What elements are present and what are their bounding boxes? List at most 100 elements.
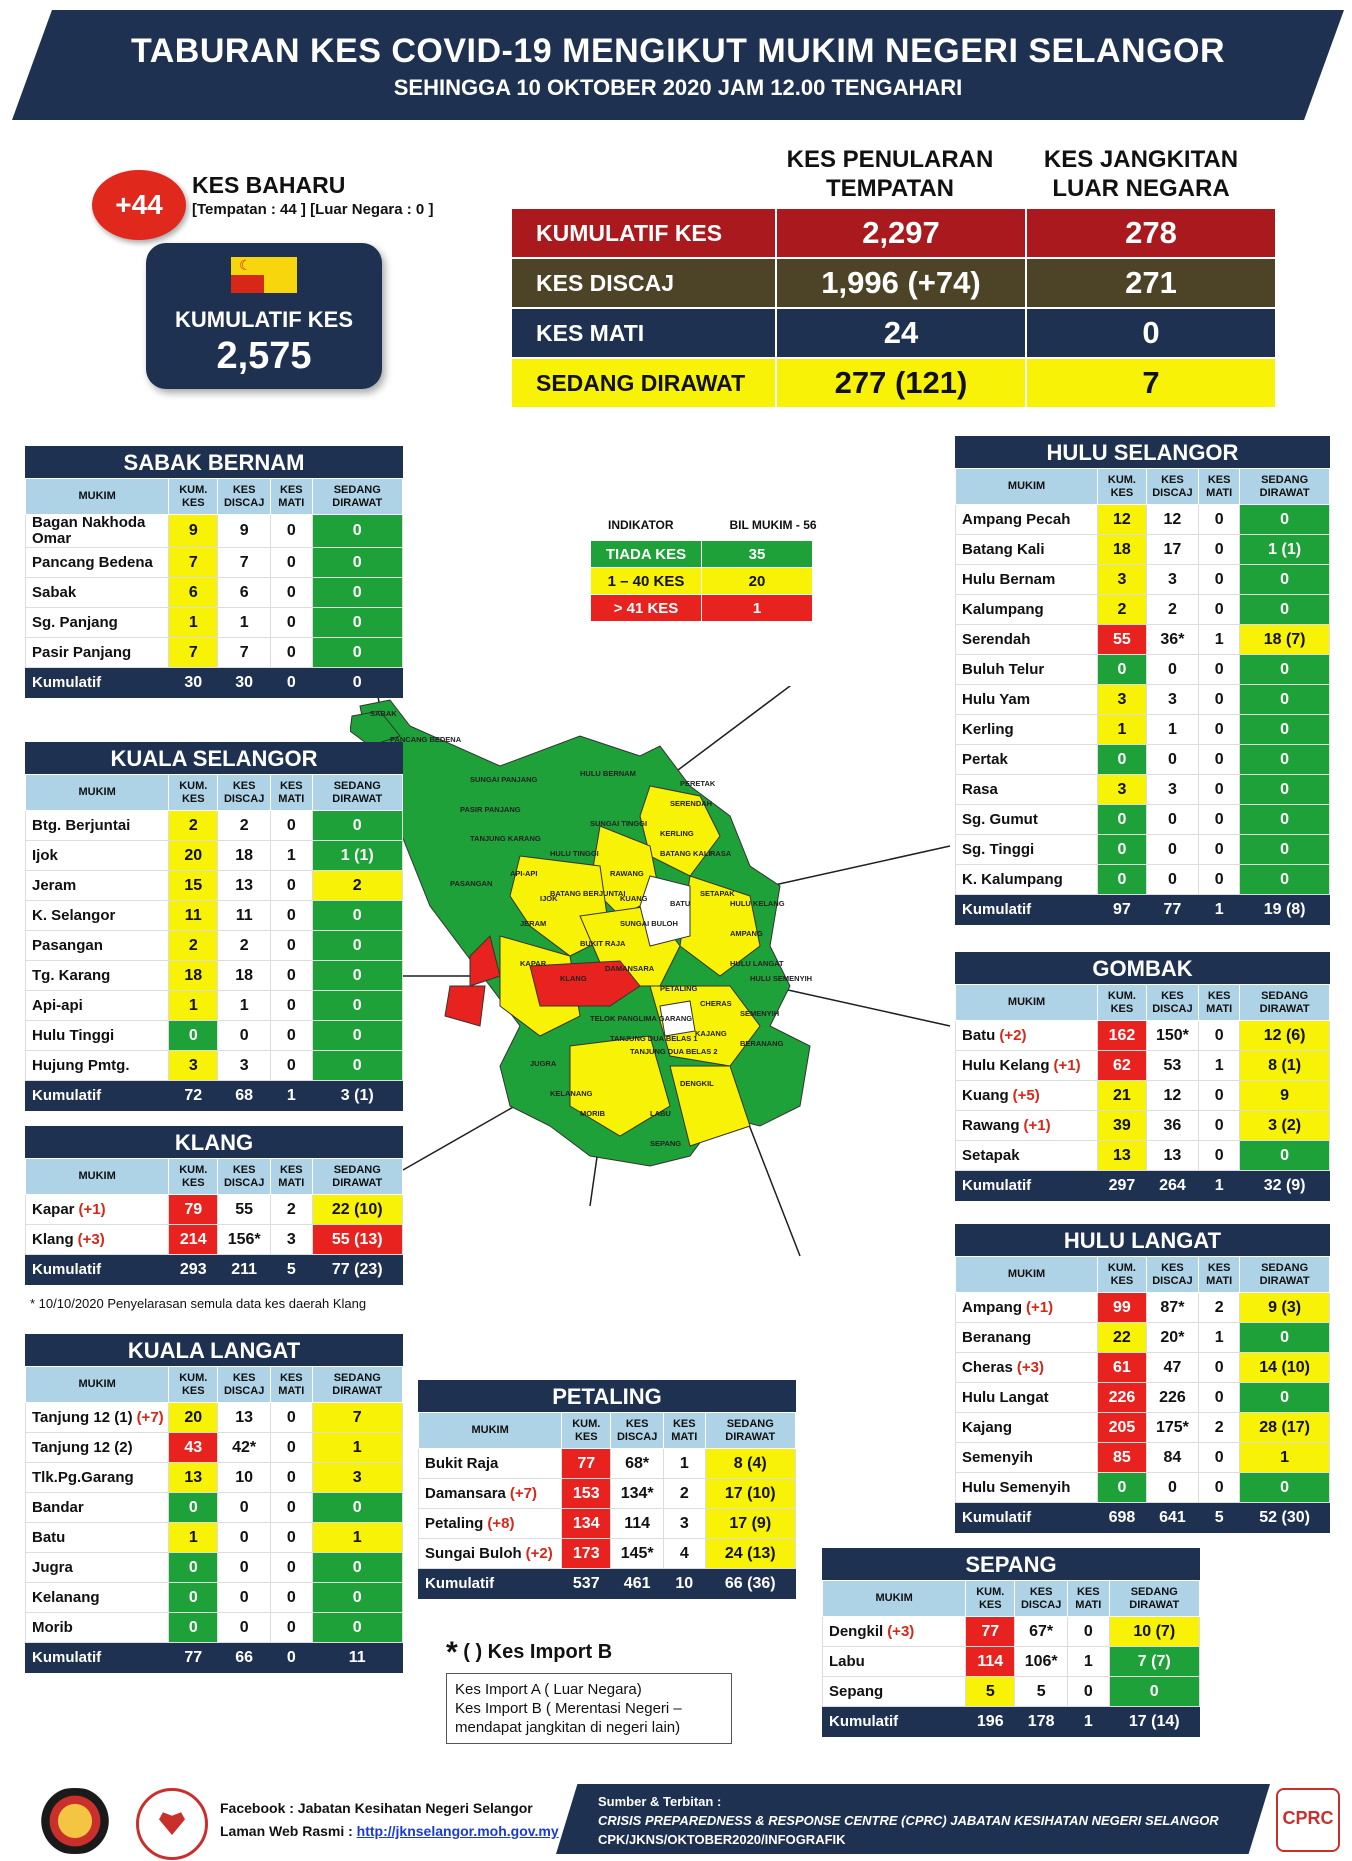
map-klang [529,960,641,1007]
mukim-label: Sepang [829,1682,884,1700]
mukim-name: Serendah [954,624,1099,655]
kum-kes-value: 0 [1097,834,1147,865]
dirawat-value: 0 [1239,714,1330,745]
kum-kes-value: 99 [1097,1292,1147,1323]
dirawat-value: 1 [311,1522,403,1553]
callout-line [769,985,951,1027]
map-label: HULU BERNAM [580,769,636,778]
kum-kes-value: 226 [1097,1382,1147,1413]
map-label: TANJUNG DUA BELAS 1 [610,1034,698,1043]
total-dirawat: 52 (30) [1239,1502,1330,1533]
discaj-value: 84 [1145,1442,1200,1473]
map-label: PASANGAN [450,879,492,888]
mati-value: 0 [270,810,313,841]
mati-value: 0 [270,1050,313,1081]
table-row: Kajang 205 175* 2 28 (17) [954,1412,1330,1443]
kum-kes-value: 1 [168,607,219,638]
moh-crest-icon [30,1788,120,1854]
header-kes-mati: KES MATI [270,478,313,515]
summary-local-value: 2,297 [775,207,1027,259]
mukim-label: Hujung Pmtg. [32,1056,130,1074]
total-discaj: 461 [610,1568,665,1599]
map-putrajaya-enclave [659,1000,696,1037]
mati-value: 0 [1198,1472,1241,1503]
header-kes-mati: KES MATI [270,1158,313,1195]
total-discaj: 66 [217,1642,272,1673]
discaj-value: 1 [1145,714,1200,745]
table-row: Kelanang 0 0 0 0 [24,1582,403,1613]
map-label: SUNGAI PANJANG [470,775,538,784]
mukim-name: Rasa [954,774,1099,805]
discaj-value: 0 [217,1020,272,1051]
new-case-increment: (+5) [1012,1086,1040,1104]
total-label: Kumulatif [821,1706,967,1737]
dirawat-value: 3 [311,1462,403,1493]
total-row: Kumulatif 293 211 5 77 (23) [24,1254,403,1285]
mukim-label: Kelanang [32,1588,100,1606]
discaj-value: 36* [1145,624,1200,655]
total-kum: 77 [168,1642,219,1673]
table-row: Hulu Yam 3 3 0 0 [954,684,1330,715]
dirawat-value: 0 [311,1552,403,1583]
mukim-label: Pasir Panjang [32,643,132,661]
total-mati: 1 [1067,1706,1110,1737]
dirawat-value: 0 [1108,1676,1200,1707]
mukim-label: Rawang [962,1116,1020,1134]
header-kes-mati: KES MATI [270,1366,313,1403]
header-mukim: MUKIM [954,468,1099,505]
table-row: Batu (+2) 162 150* 0 12 (6) [954,1020,1330,1051]
indicator-label: TIADA KES [590,540,702,568]
table-row: Hujung Pmtg. 3 3 0 0 [24,1050,403,1081]
indicator-row: 1 – 40 KES 20 [590,567,813,595]
header-kes-mati: KES MATI [1198,984,1241,1021]
dirawat-value: 0 [1239,504,1330,535]
district-title: KLANG [25,1126,403,1158]
header-sedang-dirawat: SEDANG DIRAWAT [1108,1580,1200,1617]
discaj-value: 114 [610,1508,665,1539]
table-row: Kuang (+5) 21 12 0 9 [954,1080,1330,1111]
summary-table: KUMULATIF KES 2,297 278 KES DISCAJ 1,996 (+7… [510,207,1277,409]
new-cases-detail: [Tempatan : 44 ] [Luar Negara : 0 ] [192,201,434,218]
mukim-label: Buluh Telur [962,660,1045,678]
mati-value: 0 [1198,564,1241,595]
header-kum-kes: KUM. KES [168,1158,219,1195]
import-b-star: * [446,1636,458,1669]
website-link[interactable]: http://jknselangor.moh.gov.my [356,1823,559,1839]
dirawat-value: 0 [311,637,403,668]
header-mukim: MUKIM [417,1412,563,1449]
mati-value: 0 [270,1612,313,1643]
mukim-name: Pancang Bedena [24,547,170,578]
table-row: Damansara (+7) 153 134* 2 17 (10) [417,1478,796,1509]
import-b-label: ( ) Kes Import B [463,1641,613,1663]
mati-value: 0 [1198,774,1241,805]
discaj-value: 2 [217,810,272,841]
discaj-value: 87* [1145,1292,1200,1323]
dirawat-value: 0 [311,810,403,841]
mukim-name: Sg. Gumut [954,804,1099,835]
page-title: TABURAN KES COVID-19 MENGIKUT MUKIM NEGE… [130,32,1226,70]
kum-kes-value: 12 [1097,504,1147,535]
map-label: SUNGAI BULOH [620,919,678,928]
discaj-value: 0 [1145,804,1200,835]
mati-value: 0 [1198,1140,1241,1171]
total-kum: 698 [1097,1502,1147,1533]
summary-local-value: 1,996 (+74) [775,257,1027,309]
district-hulu-langat: HULU LANGAT MUKIM KUM. KES KES DISCAJ KES MA… [954,1224,1330,1533]
discaj-value: 0 [1145,834,1200,865]
map-label: TELOK PANGLIMA GARANG [590,1014,692,1023]
mukim-name: Sungai Buloh (+2) [417,1538,563,1569]
district-title: KUALA LANGAT [25,1334,403,1366]
kum-kes-value: 0 [168,1020,219,1051]
discaj-value: 0 [1145,864,1200,895]
mati-value: 0 [270,547,313,578]
mukim-label: Jeram [32,876,77,894]
map-dengkil [669,1065,751,1147]
kum-kes-value: 18 [168,960,219,991]
district-title: HULU SELANGOR [955,436,1330,468]
import-a-line: Kes Import A ( Luar Negara) [455,1681,642,1698]
new-case-increment: (+2) [525,1544,553,1562]
discaj-value: 145* [610,1538,665,1569]
header-kes-discaj: KES DISCAJ [610,1412,665,1449]
map-label: HULU SEMENYIH [750,974,812,983]
map-label: CHERAS [700,999,732,1008]
